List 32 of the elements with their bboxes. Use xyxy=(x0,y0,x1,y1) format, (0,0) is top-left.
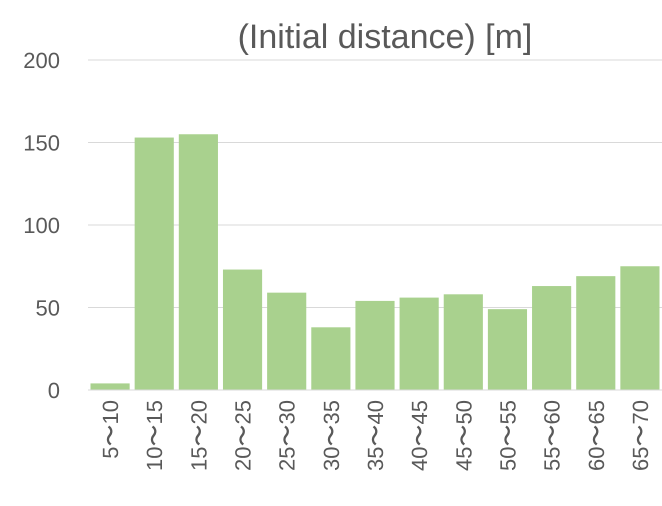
y-tick-label: 200 xyxy=(23,48,60,73)
bar xyxy=(178,134,218,390)
x-tick-label: 15〜20 xyxy=(186,400,212,471)
y-tick-label: 100 xyxy=(23,213,60,238)
bar xyxy=(311,327,350,390)
chart-title: (Initial distance) [m] xyxy=(238,18,532,56)
x-tick-label: 60〜65 xyxy=(584,400,609,471)
bar xyxy=(576,276,616,390)
x-tick-label: 55〜60 xyxy=(540,400,565,471)
x-tick-label: 20〜25 xyxy=(230,400,256,471)
x-tick-label: 10〜15 xyxy=(142,400,168,471)
bar xyxy=(400,298,439,390)
y-tick-label: 0 xyxy=(48,378,60,403)
bar xyxy=(620,266,660,390)
x-tick-label: 45〜50 xyxy=(451,400,476,471)
bar xyxy=(444,294,483,390)
bar xyxy=(532,286,572,390)
y-tick-label: 150 xyxy=(23,130,60,156)
bar xyxy=(267,292,306,390)
y-tick-label: 50 xyxy=(36,296,60,320)
bar xyxy=(488,309,528,390)
bar xyxy=(90,383,130,390)
x-tick-label: 65〜70 xyxy=(628,400,653,471)
bar xyxy=(222,270,262,390)
x-tick-label: 5〜10 xyxy=(98,400,124,459)
x-tick-label: 30〜35 xyxy=(318,400,344,471)
x-tick-label: 50〜55 xyxy=(495,400,520,471)
x-tick-label: 35〜40 xyxy=(363,400,388,471)
x-tick-label: 40〜45 xyxy=(407,400,432,471)
bar xyxy=(355,300,395,390)
bar xyxy=(134,138,174,390)
x-tick-label: 25〜30 xyxy=(274,400,300,471)
